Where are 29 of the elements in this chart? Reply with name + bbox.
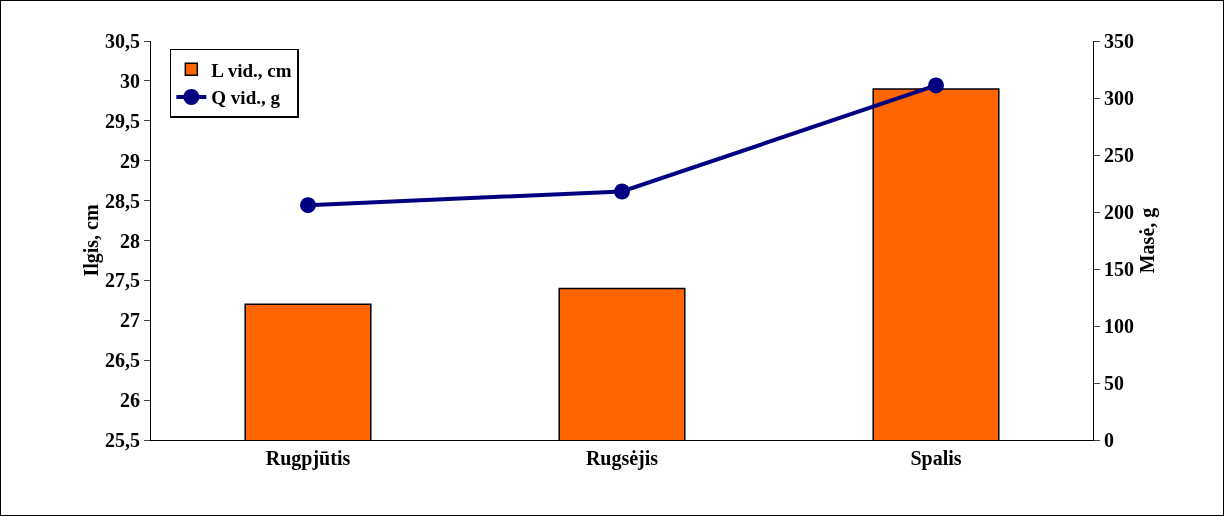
y-tick-label: 28 <box>120 229 140 252</box>
y-tick-label: 26,5 <box>105 349 140 372</box>
x-tick-label: Rugpjūtis <box>265 447 351 470</box>
y-tick-label: 30,5 <box>105 30 140 52</box>
y-tick-label: 26 <box>120 389 140 412</box>
y2-tick-label: 0 <box>1104 429 1114 451</box>
y-tick-label: 28,5 <box>105 189 140 212</box>
legend-label: L vid., cm <box>211 59 292 81</box>
y2-tick-label: 50 <box>1104 372 1124 394</box>
point <box>928 77 944 94</box>
y-tick-label: 30 <box>120 69 140 92</box>
y-tick-label: 29 <box>120 149 140 172</box>
x-tick-label: Spalis <box>910 447 962 470</box>
y-tick-label: 27,5 <box>105 269 140 292</box>
legend-label: Q vid., g <box>211 87 281 109</box>
y-tick-label: 25,5 <box>105 429 140 451</box>
y-tick-label: 27 <box>120 309 140 332</box>
y2-tick-label: 250 <box>1104 144 1134 166</box>
y2-tick-label: 200 <box>1104 201 1134 223</box>
point <box>300 197 316 214</box>
y-axis-title: Ilgis, cm <box>80 204 103 277</box>
x-tick-label: Rugsėjis <box>585 447 659 470</box>
y2-tick-label: 350 <box>1104 30 1134 52</box>
y-tick-label: 29,5 <box>105 109 140 132</box>
y2-axis-title: Masė, g <box>1136 207 1159 274</box>
y2-tick-label: 100 <box>1104 315 1134 337</box>
point <box>614 183 630 200</box>
y2-tick-label: 300 <box>1104 87 1134 109</box>
y2-tick-label: 150 <box>1104 258 1134 280</box>
